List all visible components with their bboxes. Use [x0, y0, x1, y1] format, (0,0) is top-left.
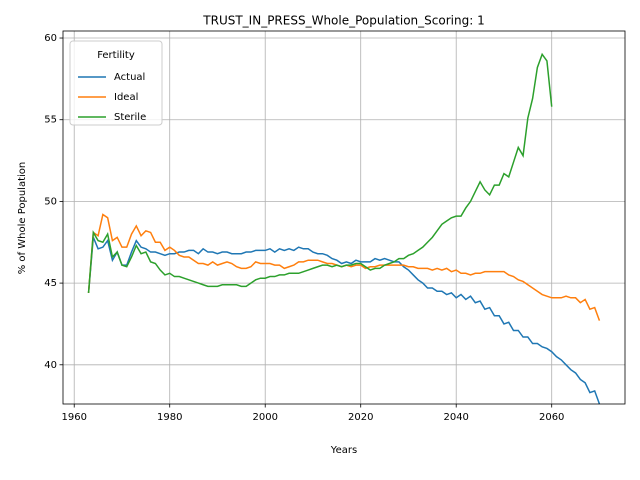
x-tick-label: 2060	[539, 412, 564, 423]
legend-title: Fertility	[97, 50, 135, 61]
y-tick-label: 45	[44, 278, 57, 289]
y-axis-label: % of Whole Population	[17, 162, 28, 275]
x-tick-label: 1960	[61, 412, 86, 423]
data-line	[87, 52, 553, 293]
chart-title: TRUST_IN_PRESS_Whole_Population_Scoring:…	[202, 14, 484, 28]
legend-box	[69, 40, 163, 126]
y-tick-label: 60	[44, 33, 57, 44]
data-line	[87, 237, 601, 405]
legend-label: Sterile	[114, 112, 146, 123]
x-tick-label: 2000	[252, 412, 277, 423]
x-tick-label: 1980	[157, 412, 182, 423]
x-tick-label: 2020	[348, 412, 373, 423]
legend-label: Ideal	[114, 92, 138, 103]
y-tick-label: 55	[44, 115, 57, 126]
x-axis-label: Years	[330, 445, 357, 456]
y-tick-label: 50	[44, 196, 57, 207]
x-tick-label: 2040	[443, 412, 468, 423]
data-line	[87, 213, 601, 321]
legend: Fertility Actual Ideal Sterile	[69, 40, 163, 126]
plot-frame	[62, 30, 626, 405]
legend-label: Actual	[114, 72, 145, 83]
y-tick-label: 40	[44, 360, 57, 371]
